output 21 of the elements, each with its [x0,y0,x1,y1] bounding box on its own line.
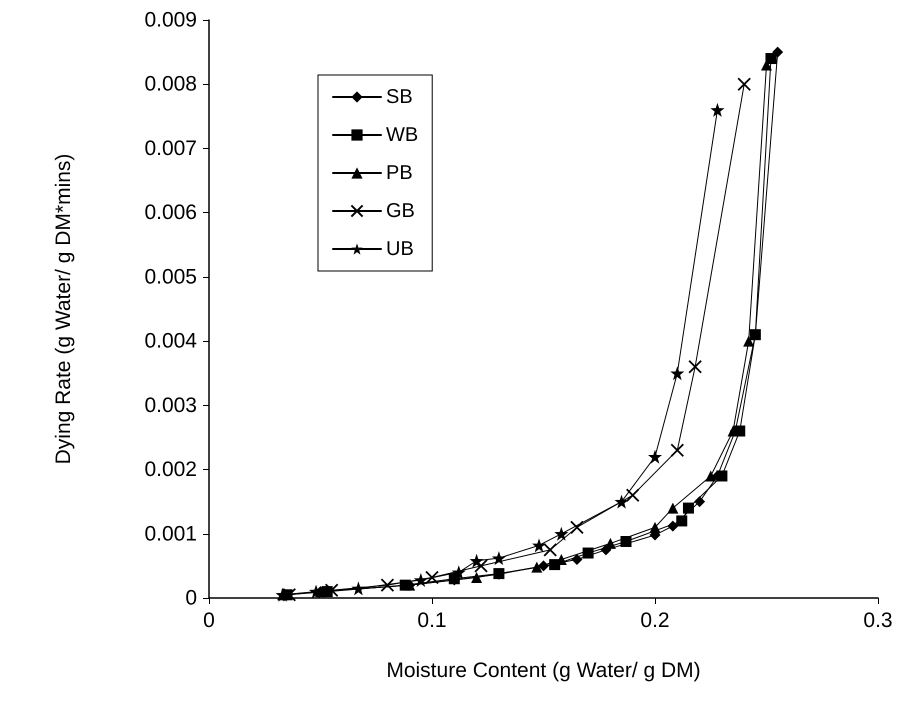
y-tick-label: 0.004 [144,330,198,353]
y-tick-label: 0.001 [144,522,197,546]
y-tick-label: 0.005 [144,265,197,288]
y-axis-title: Dying Rate (g Water/ g DM*mins) [52,154,75,464]
y-tick-label: 0.002 [144,458,197,482]
x-tick-label: 0 [203,609,215,632]
y-tick-label: 0.008 [144,72,197,96]
legend-label: SB [386,86,413,108]
legend-label: WB [386,124,418,146]
y-tick-label: 0.006 [144,201,197,224]
y-tick-label: 0.009 [144,8,197,32]
y-tick-label: 0.007 [144,136,197,160]
x-axis-title: Moisture Content (g Water/ g DM) [386,659,701,682]
x-tick-label: 0.3 [863,609,893,632]
legend-label: UB [386,238,414,260]
y-tick-label: 0.003 [144,394,197,417]
x-tick-label: 0.2 [640,609,670,632]
legend-label: PB [386,162,413,184]
legend-label: GB [386,200,415,222]
y-tick-label: 0 [185,586,197,610]
x-tick-label: 0.1 [417,609,447,632]
